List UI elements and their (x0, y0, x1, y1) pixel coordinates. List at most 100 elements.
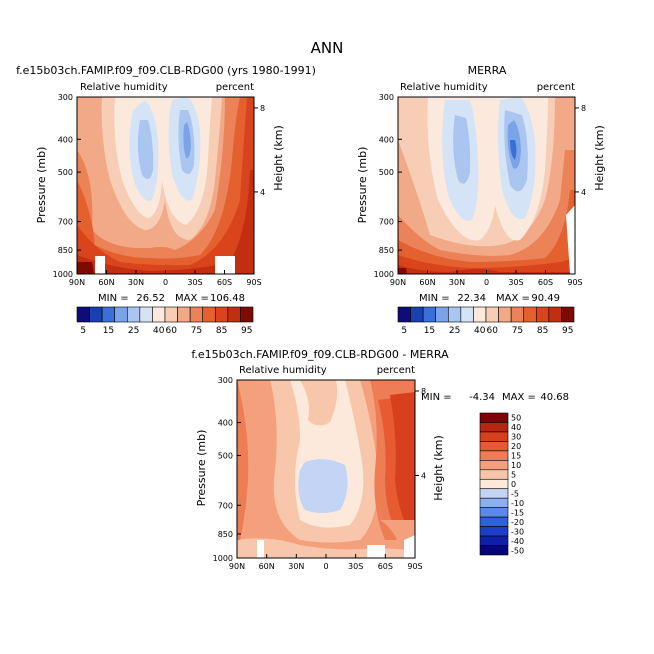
colorbar-swatch (479, 516, 509, 527)
colorbar-swatch (479, 441, 509, 452)
colorbar-label: -50 (511, 546, 524, 555)
colorbar-label: 85 (216, 326, 227, 336)
colorbar-swatch (76, 306, 90, 323)
y2-tick-label: 8 (581, 104, 586, 113)
panel-merra-y2label: Height (km) (593, 125, 606, 191)
panel-merra-min-value: 22.34 (457, 293, 486, 304)
panel-model-contour-field (77, 97, 254, 274)
colorbar-swatch (460, 306, 474, 323)
y-tick-label: 850 (218, 530, 233, 539)
y-tick-label: 1000 (374, 270, 394, 279)
colorbar-label: 60 (487, 326, 499, 336)
panel-merra-title: MERRA (468, 64, 507, 77)
colorbar-label: 30 (511, 433, 521, 442)
colorbar-label: -20 (511, 518, 524, 527)
panel-merra-y-ticks: 300 400 500 700 850 1000 8 4 (374, 93, 586, 279)
colorbar-label: -40 (511, 537, 524, 546)
colorbar-label: 50 (511, 414, 521, 423)
panel-merra-max-label: MAX = (496, 293, 530, 304)
x-tick-label: 30S (508, 278, 523, 287)
panel-difference-right-label: percent (377, 365, 415, 376)
x-tick-label: 90S (407, 562, 422, 571)
y2-tick-label: 4 (581, 188, 586, 197)
colorbar-swatch (240, 306, 254, 323)
colorbar-label: 75 (191, 326, 202, 336)
panel-model-y-ticks: 300 400 500 700 850 1000 8 4 (53, 93, 265, 279)
y-tick-label: 1000 (53, 270, 73, 279)
colorbar-swatch (447, 306, 462, 323)
panel-model: f.e15b03ch.FAMIP.f09_f09.CLB-RDG00 (yrs … (16, 64, 316, 336)
y2-tick-label: 4 (421, 471, 426, 480)
colorbar-label: 40 (153, 326, 165, 336)
x-tick-label: 60N (259, 562, 275, 571)
y-tick-label: 850 (379, 246, 394, 255)
x-tick-label: 90N (229, 562, 245, 571)
colorbar-swatch (479, 478, 509, 490)
panel-difference-contour-field (237, 380, 415, 558)
panel-model-colorbar: 5 15 25 40 60 75 85 95 (76, 306, 254, 336)
colorbar-label: 40 (511, 423, 521, 432)
colorbar-swatch (479, 460, 509, 471)
colorbar-swatch (397, 306, 411, 323)
x-tick-label: 60S (217, 278, 232, 287)
colorbar-swatch (561, 306, 575, 323)
colorbar-swatch (189, 306, 204, 323)
colorbar-swatch (535, 306, 550, 323)
panel-model-min-label: MIN = (98, 293, 129, 304)
x-tick-label: 60S (378, 562, 393, 571)
colorbar-swatch (89, 306, 103, 323)
colorbar-swatch (139, 306, 153, 323)
colorbar-swatch (126, 306, 141, 323)
panel-merra-right-label: percent (537, 82, 575, 93)
y-tick-label: 700 (218, 501, 233, 510)
panel-difference-ylabel: Pressure (mb) (195, 430, 208, 507)
colorbar-swatch (479, 422, 509, 433)
colorbar-swatch (498, 306, 512, 323)
panel-model-min-value: 26.52 (136, 293, 165, 304)
y-tick-label: 700 (58, 218, 73, 227)
y-tick-label: 1000 (213, 554, 233, 563)
panel-model-right-label: percent (216, 82, 254, 93)
x-tick-label: 60N (98, 278, 114, 287)
colorbar-swatch (101, 306, 116, 323)
colorbar-label: 0 (511, 480, 516, 489)
colorbar-swatch (479, 497, 509, 508)
panel-merra-contour-field (398, 97, 575, 274)
panel-merra-ylabel: Pressure (mb) (356, 147, 369, 224)
y-tick-label: 850 (58, 246, 73, 255)
x-tick-label: 90S (567, 278, 582, 287)
colorbar-label: 5 (401, 326, 407, 336)
y2-tick-label: 4 (260, 188, 265, 197)
panel-merra: MERRA Relative humidity percent 90N 60N 30… (356, 64, 606, 336)
colorbar-label: 75 (512, 326, 523, 336)
colorbar-swatch (510, 306, 525, 323)
x-tick-label: 60S (538, 278, 553, 287)
colorbar-label: 25 (449, 326, 460, 336)
panel-merra-min-label: MIN = (419, 293, 450, 304)
panel-merra-colorbar: 5 15 25 40 60 75 85 95 (397, 306, 575, 336)
colorbar-label: 10 (511, 461, 521, 470)
panel-difference-y-ticks: 300 400 500 700 850 1000 8 4 (213, 376, 426, 563)
colorbar-swatch (548, 306, 562, 323)
panel-model-max-value: 106.48 (210, 293, 245, 304)
x-tick-label: 60N (419, 278, 435, 287)
colorbar-swatch (479, 535, 509, 546)
panel-difference-min-value: -4.34 (469, 392, 495, 403)
colorbar-label: 95 (562, 326, 573, 336)
panel-difference-title: f.e15b03ch.FAMIP.f09_f09.CLB-RDG00 - MER… (191, 348, 449, 361)
panel-difference-x-ticks: 90N 60N 30N 0 30S 60S 90S (229, 554, 423, 571)
colorbar-label: 60 (166, 326, 178, 336)
x-tick-label: 0 (484, 278, 489, 287)
colorbar-label: -5 (511, 489, 519, 498)
colorbar-swatch (473, 306, 487, 323)
colorbar-label: 20 (511, 442, 521, 451)
y-tick-label: 500 (379, 168, 394, 177)
colorbar-swatch (523, 306, 537, 323)
y-tick-label: 300 (379, 93, 394, 102)
y-tick-label: 300 (218, 376, 233, 385)
x-tick-label: 90S (246, 278, 261, 287)
colorbar-swatch (485, 306, 499, 323)
colorbar-label: -15 (511, 508, 524, 517)
y-tick-label: 400 (58, 135, 73, 144)
panel-difference-min-label: MIN = (421, 392, 452, 403)
